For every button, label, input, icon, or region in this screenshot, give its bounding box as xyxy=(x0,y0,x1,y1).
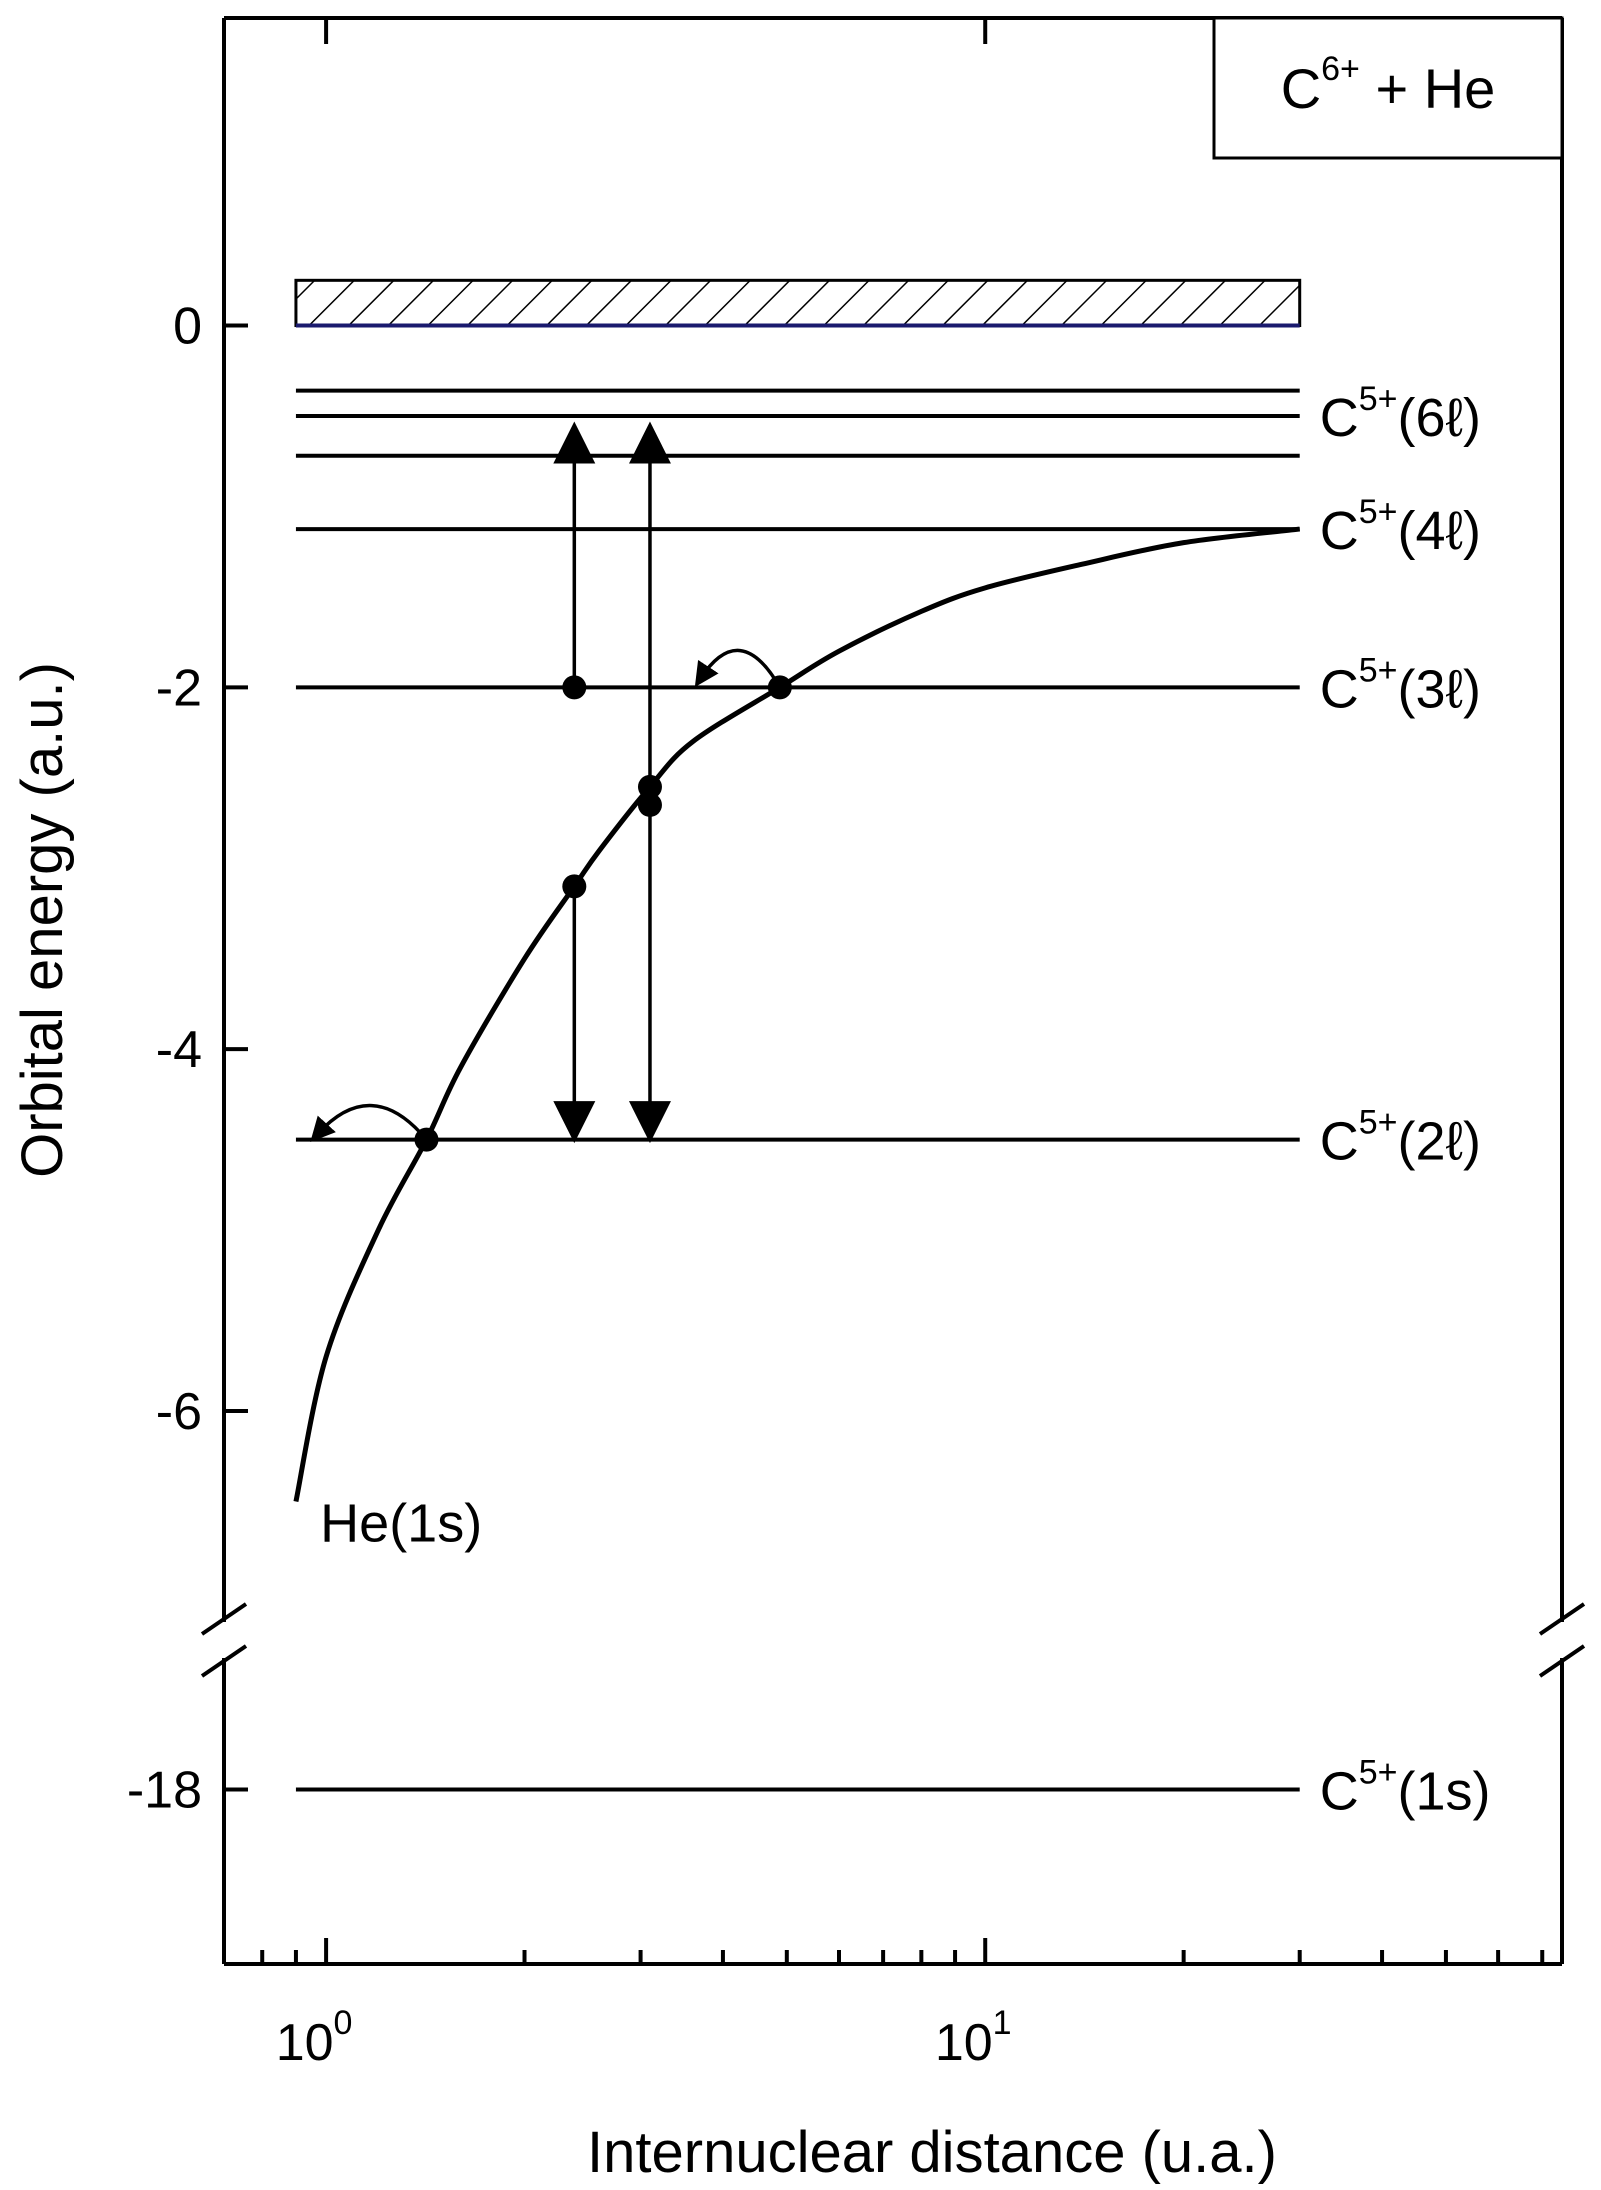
legend-label: C6+ + He xyxy=(1281,50,1496,120)
x-axis-title: Internuclear distance (u.a.) xyxy=(587,2120,1277,2185)
data-point xyxy=(414,1127,439,1152)
y-tick-labels: 0 -2 -4 -6 -18 xyxy=(127,298,202,1820)
continuum-band xyxy=(294,278,1302,328)
legend-box: C6+ + He xyxy=(1212,16,1564,160)
energy-level-label: C5+(4ℓ) xyxy=(1320,493,1481,561)
energy-level-label: C5+(6ℓ) xyxy=(1320,380,1481,448)
energy-level-label: C5+(2ℓ) xyxy=(1320,1104,1481,1172)
series-label: He(1s) xyxy=(320,1493,482,1553)
y-tick-label: -4 xyxy=(156,1021,202,1079)
axis-break-mark-left xyxy=(200,1602,248,1636)
data-point xyxy=(637,792,662,817)
axis-break-mark-right xyxy=(1538,1644,1586,1678)
x-tick-label: 101 xyxy=(935,2004,1012,2072)
energy-level-label: C5+(3ℓ) xyxy=(1320,651,1481,719)
data-point xyxy=(562,675,587,700)
data-point xyxy=(562,874,587,899)
x-tick-label: 100 xyxy=(276,2004,353,2072)
curved-arrow xyxy=(310,1103,428,1142)
axis-break-mark-left xyxy=(200,1644,248,1678)
y-tick-label: -18 xyxy=(127,1761,202,1819)
legend-frame xyxy=(1212,16,1564,160)
y-tick-label: -6 xyxy=(156,1383,202,1441)
series-line-he1s xyxy=(293,526,1301,1502)
plot-area: C5+(6ℓ) C5+(4ℓ) C5+(3ℓ) C5+(2ℓ) C5+(1s) He(1s… xyxy=(200,16,1586,1966)
data-point xyxy=(767,675,792,700)
axis-break-mark-right xyxy=(1538,1602,1586,1636)
curved-arrow xyxy=(694,648,782,689)
y-tick-label: -2 xyxy=(156,659,202,717)
y-axis-title: Orbital energy (a.u.) xyxy=(10,662,75,1178)
energy-level-label: C5+(1s) xyxy=(1320,1753,1491,1821)
data-point xyxy=(637,774,662,799)
x-tick-labels: 100 101 xyxy=(276,2004,1012,2072)
y-tick-label: 0 xyxy=(173,298,202,356)
